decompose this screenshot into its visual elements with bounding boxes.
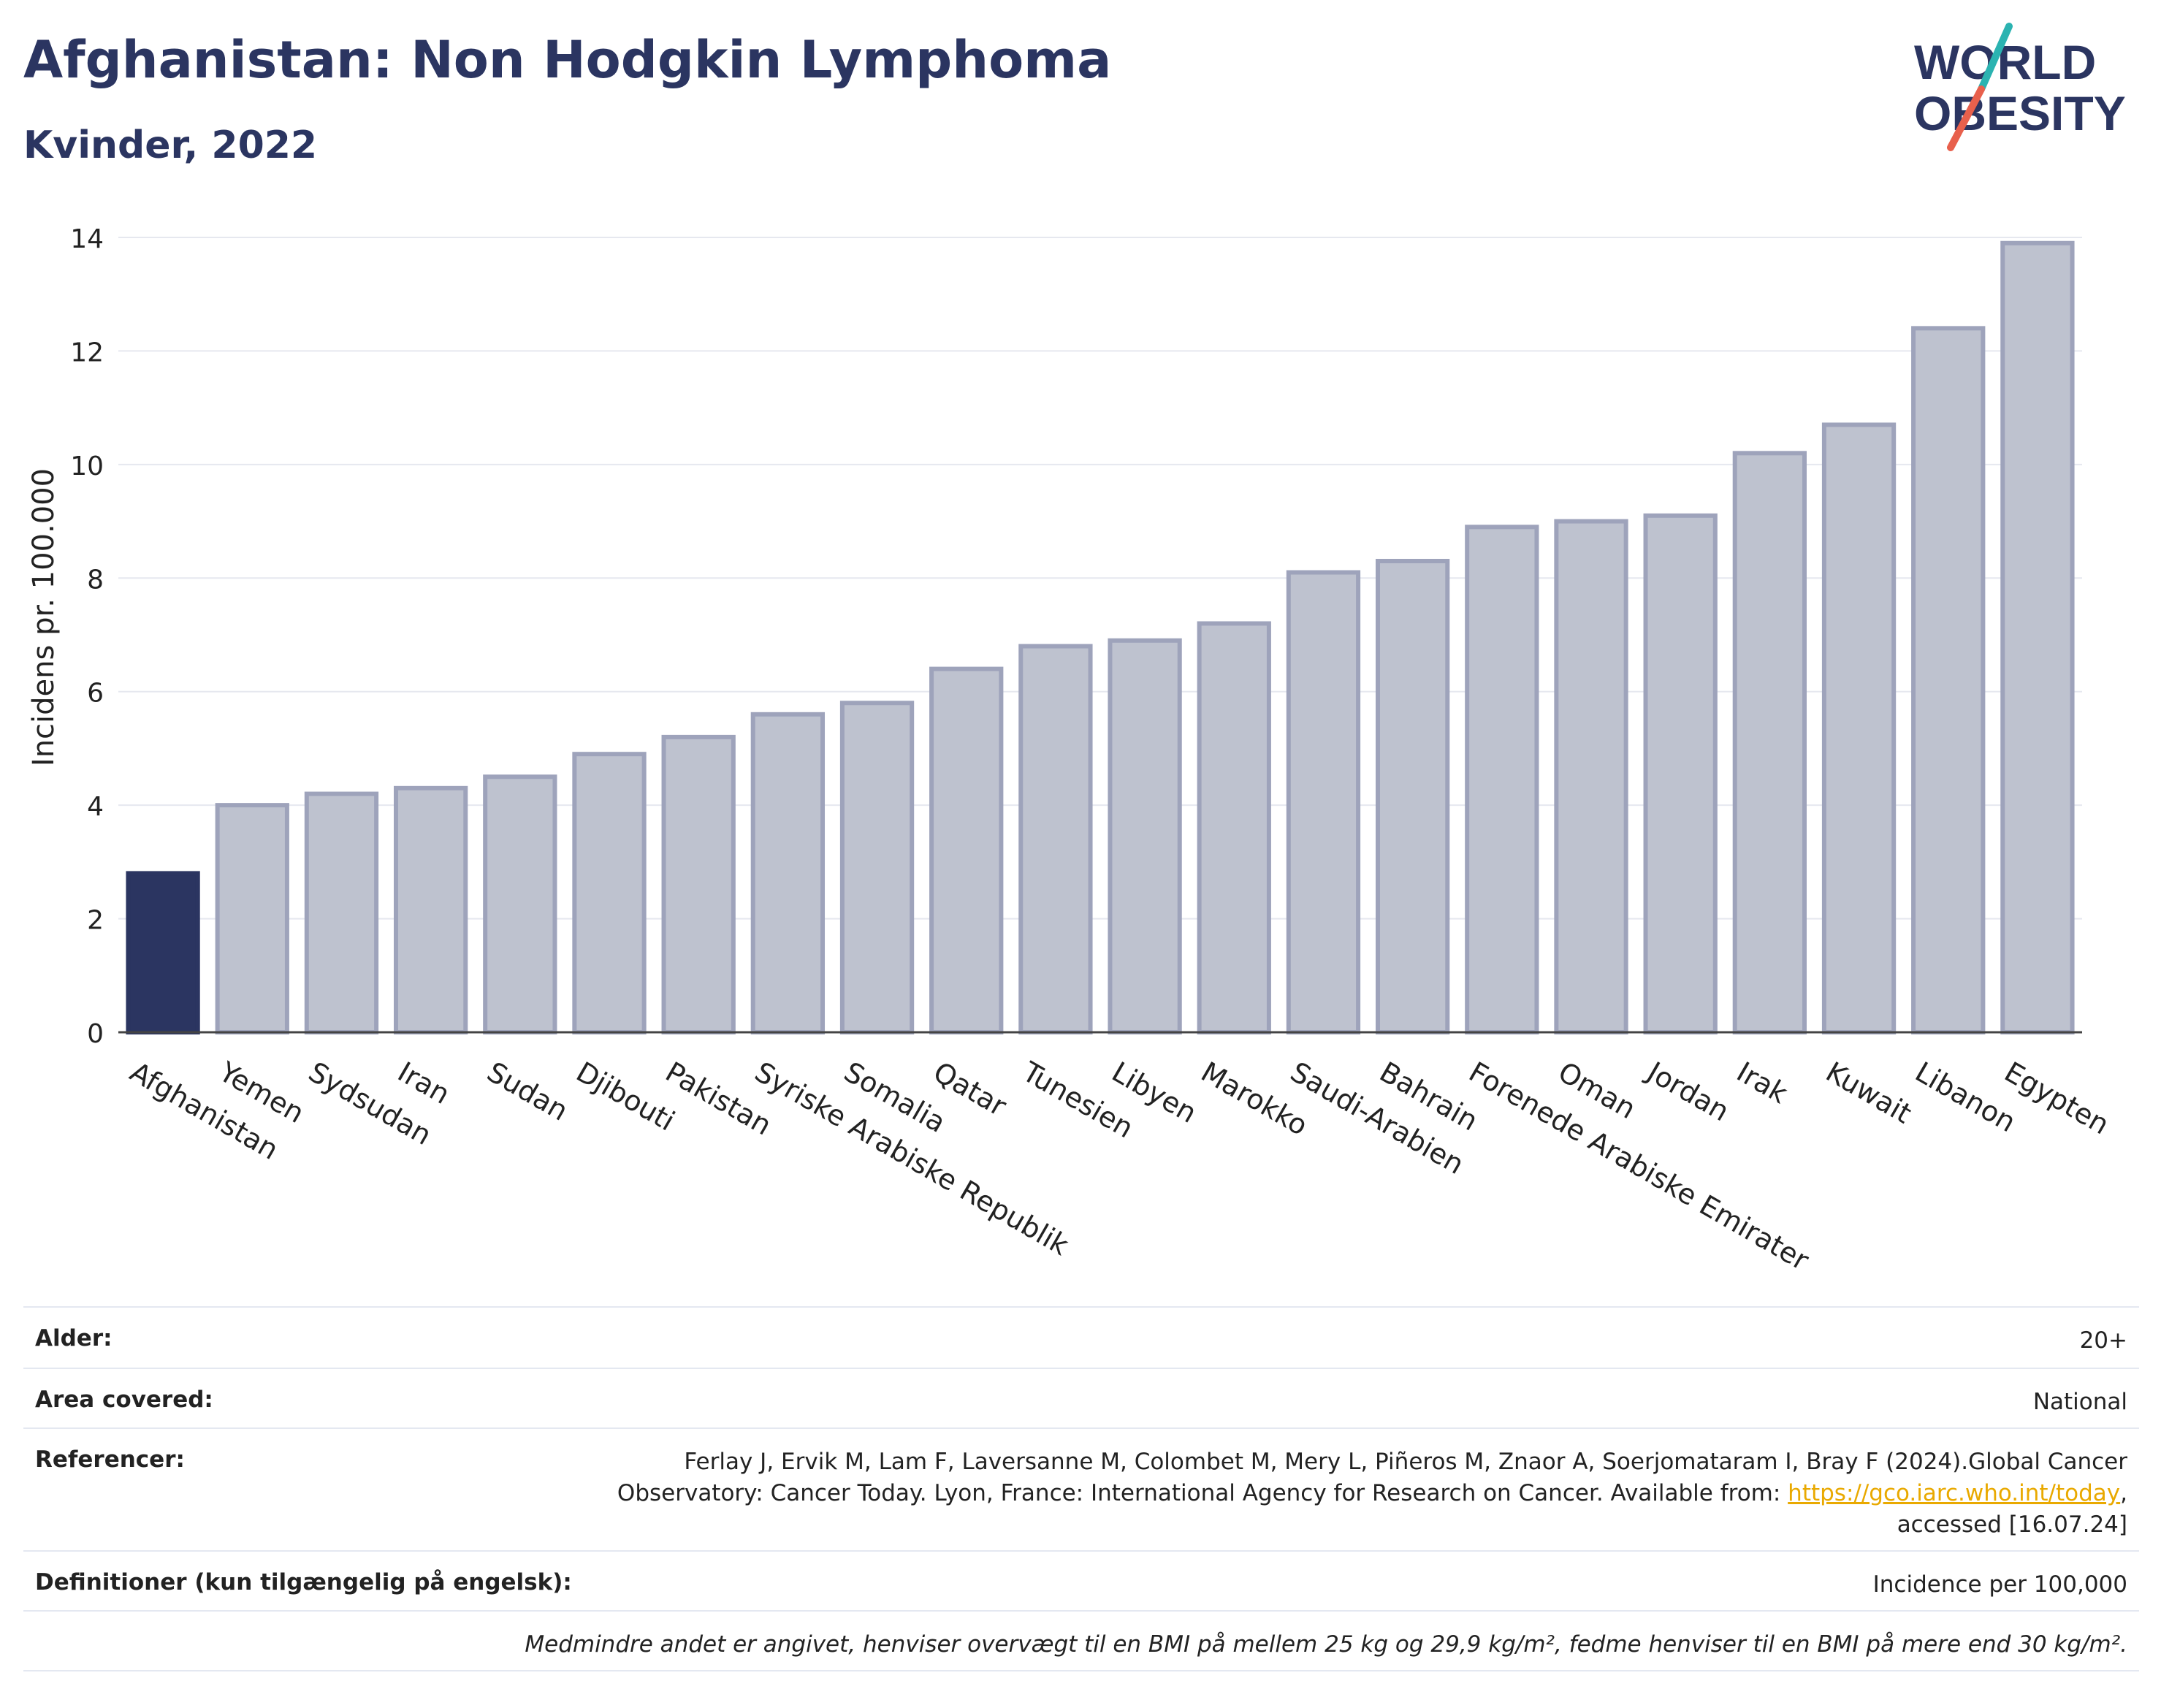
bar-oman [1554,519,1628,1034]
y-tick-label: 4 [87,792,104,822]
info-table: Alder: 20+ Area covered: National Refere… [23,1306,2139,1671]
area-value: National [2032,1389,2127,1415]
references-value: Ferlay J, Ervik M, Lam F, Laversanne M, … [617,1446,2127,1540]
bar-sydsudan [304,791,379,1034]
age-value: 20+ [2079,1327,2127,1354]
definitions-value: Incidence per 100,000 [1872,1571,2127,1598]
references-line3: accessed [16.07.24] [1897,1511,2127,1538]
bar-pakistan [661,734,736,1035]
bar-syriske-arabiske-republik [750,712,826,1034]
info-row-note: Medmindre andet er angivet, henviser ove… [23,1610,2139,1670]
age-label: Alder: [35,1325,113,1351]
x-tick-label: Iran [392,1056,455,1110]
bar-qatar [929,666,1004,1035]
x-tick-label: Jordan [1641,1055,1734,1128]
references-line2-end: , [2120,1479,2127,1506]
info-row-age: Alder: 20+ [23,1306,2139,1368]
info-row-area: Area covered: National [23,1368,2139,1427]
definitions-label: Definitioner (kun tilgængelig på engelsk… [35,1569,572,1595]
x-tick-label: Sudan [481,1056,573,1127]
bar-yemen [215,803,289,1034]
bar-sudan [483,774,557,1035]
y-tick-label: 2 [87,906,104,936]
area-label: Area covered: [35,1387,213,1413]
bar-djibouti [572,752,647,1034]
chart-title: Afghanistan: Non Hodgkin Lymphoma [23,30,1112,90]
bar-tunesien [1018,644,1093,1034]
bar-irak [1732,451,1807,1034]
y-tick-label: 10 [70,451,104,481]
info-row-definitions: Definitioner (kun tilgængelig på engelsk… [23,1550,2139,1610]
y-tick-label: 8 [87,565,104,595]
bar-iran [393,785,468,1035]
world-obesity-logo: WORLD OBESITY [1914,23,2126,151]
y-axis-label: Incidens pr. 100.000 [27,468,61,767]
logo-slash-bottom [1947,85,1985,151]
x-tick-label: Djibouti [571,1056,681,1137]
bar-bahrain [1375,558,1450,1034]
y-tick-label: 0 [87,1019,104,1049]
bar-egypten [2000,240,2075,1034]
bar-kuwait [1821,422,1897,1034]
references-link[interactable]: https://gco.iarc.who.int/today [1788,1479,2121,1506]
footnote: Medmindre andet er angivet, henviser ove… [525,1631,2127,1658]
info-bottom-rule [23,1670,2139,1671]
chart-subtitle: Kvinder, 2022 [23,123,318,167]
y-tick-label: 12 [70,338,104,367]
bar-saudi-arabien [1286,570,1361,1034]
x-tick-label: Kuwait [1821,1056,1917,1130]
info-row-references: Referencer: Ferlay J, Ervik M, Lam F, La… [23,1427,2139,1550]
bar-libanon [1911,326,1986,1035]
bar-marokko [1197,621,1271,1034]
x-tick-label: Egypten [1999,1056,2114,1141]
references-line1: Ferlay J, Ervik M, Lam F, Laversanne M, … [684,1449,2127,1475]
logo-slash-top [1978,23,2013,93]
y-axis-ticks: 0 2 4 6 8 10 12 14 [70,224,104,1049]
bar-jordan [1643,513,1718,1034]
references-label: Referencer: [35,1446,185,1473]
x-tick-label: Irak [1731,1056,1793,1110]
bar-libyen [1108,638,1182,1034]
bar-somalia [839,701,915,1034]
x-tick-label: Libanon [1910,1056,2021,1138]
bars [126,240,2075,1035]
bar-afghanistan [126,871,200,1035]
logo-text-obesity: OBESITY [1914,86,2126,140]
references-line2: Observatory: Cancer Today. Lyon, France:… [617,1479,1788,1506]
y-tick-label: 14 [70,224,104,254]
bar-forenede-arabiske-emirater [1465,525,1539,1034]
y-tick-label: 6 [87,679,104,709]
